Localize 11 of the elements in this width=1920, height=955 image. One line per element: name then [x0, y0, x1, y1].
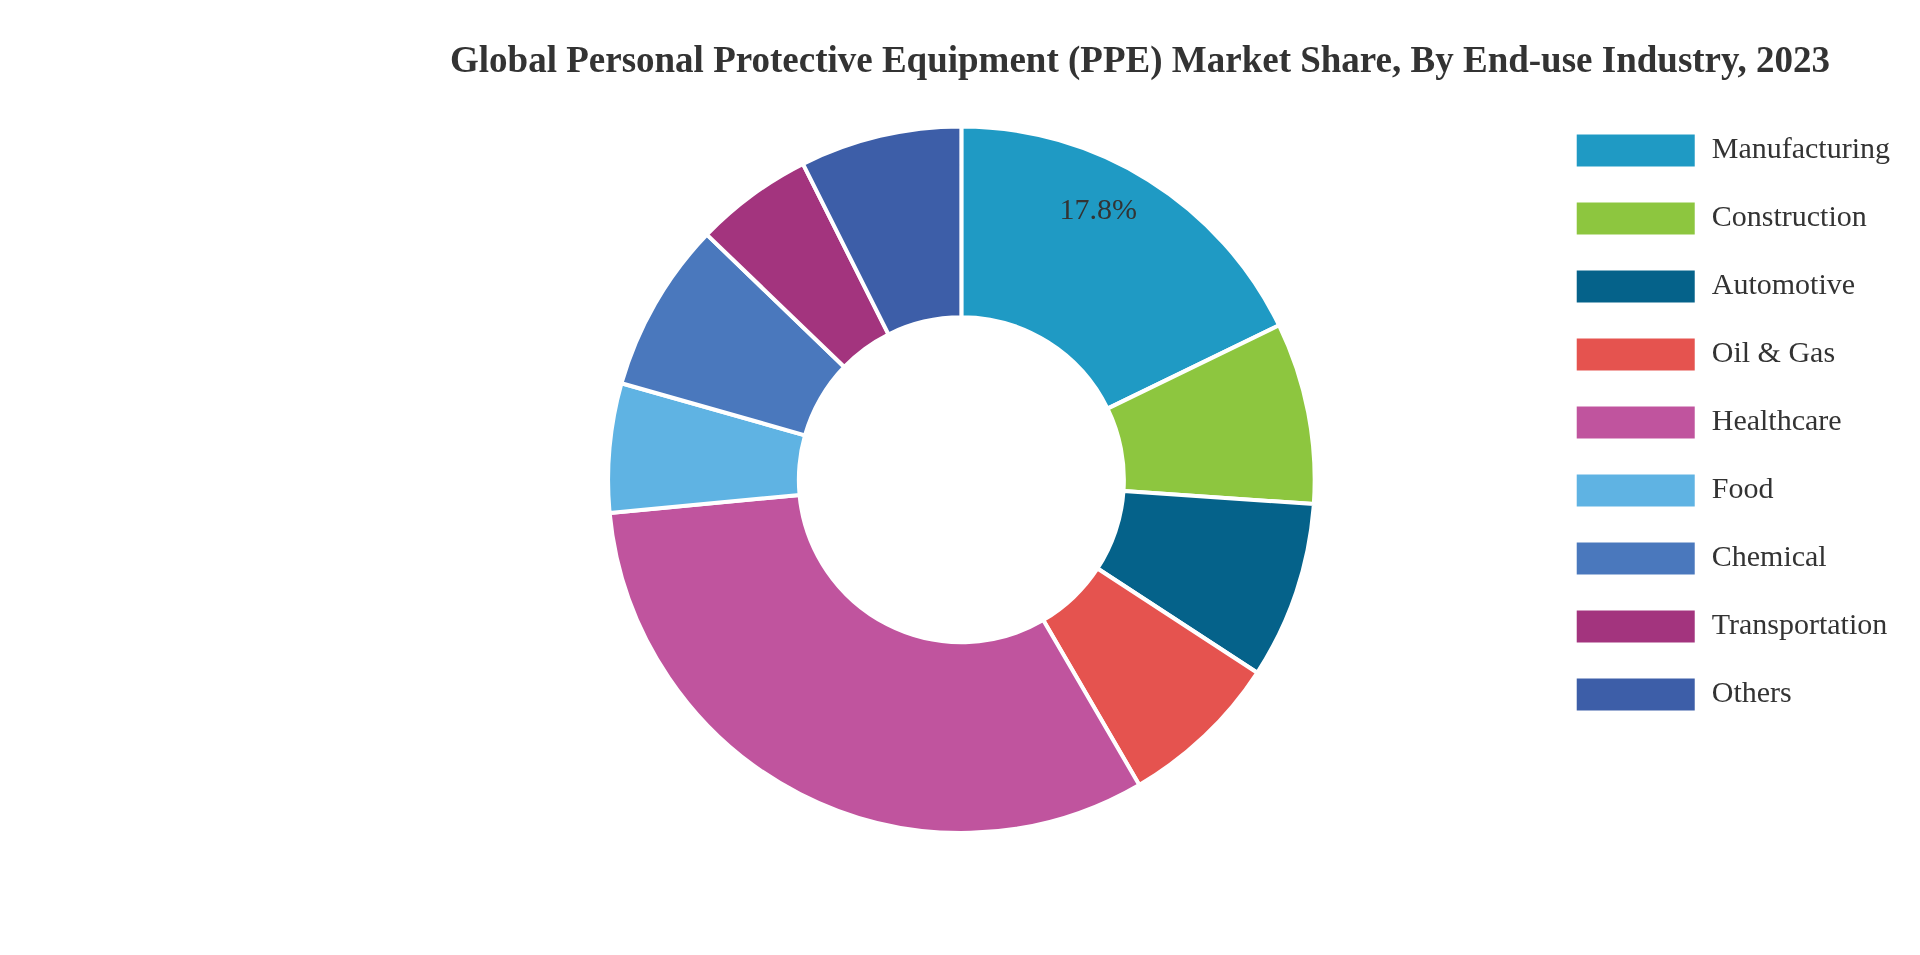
- legend-label: Automotive: [1711, 267, 1856, 301]
- legend-label: Oil & Gas: [1711, 335, 1836, 369]
- legend-label: Food: [1711, 471, 1774, 505]
- legend-label: Construction: [1711, 199, 1867, 233]
- legend-label: Manufacturing: [1711, 131, 1891, 165]
- legend-label: Others: [1711, 675, 1792, 709]
- legend-label: Transportation: [1711, 607, 1888, 641]
- legend-label: Healthcare: [1711, 403, 1842, 437]
- chart-title: Global Personal Protective Equipment (PPE) Market Share, By End-use Industry, 2023: [450, 38, 1830, 81]
- data-label: 17.8%: [1059, 191, 1137, 225]
- legend-label: Chemical: [1711, 539, 1827, 573]
